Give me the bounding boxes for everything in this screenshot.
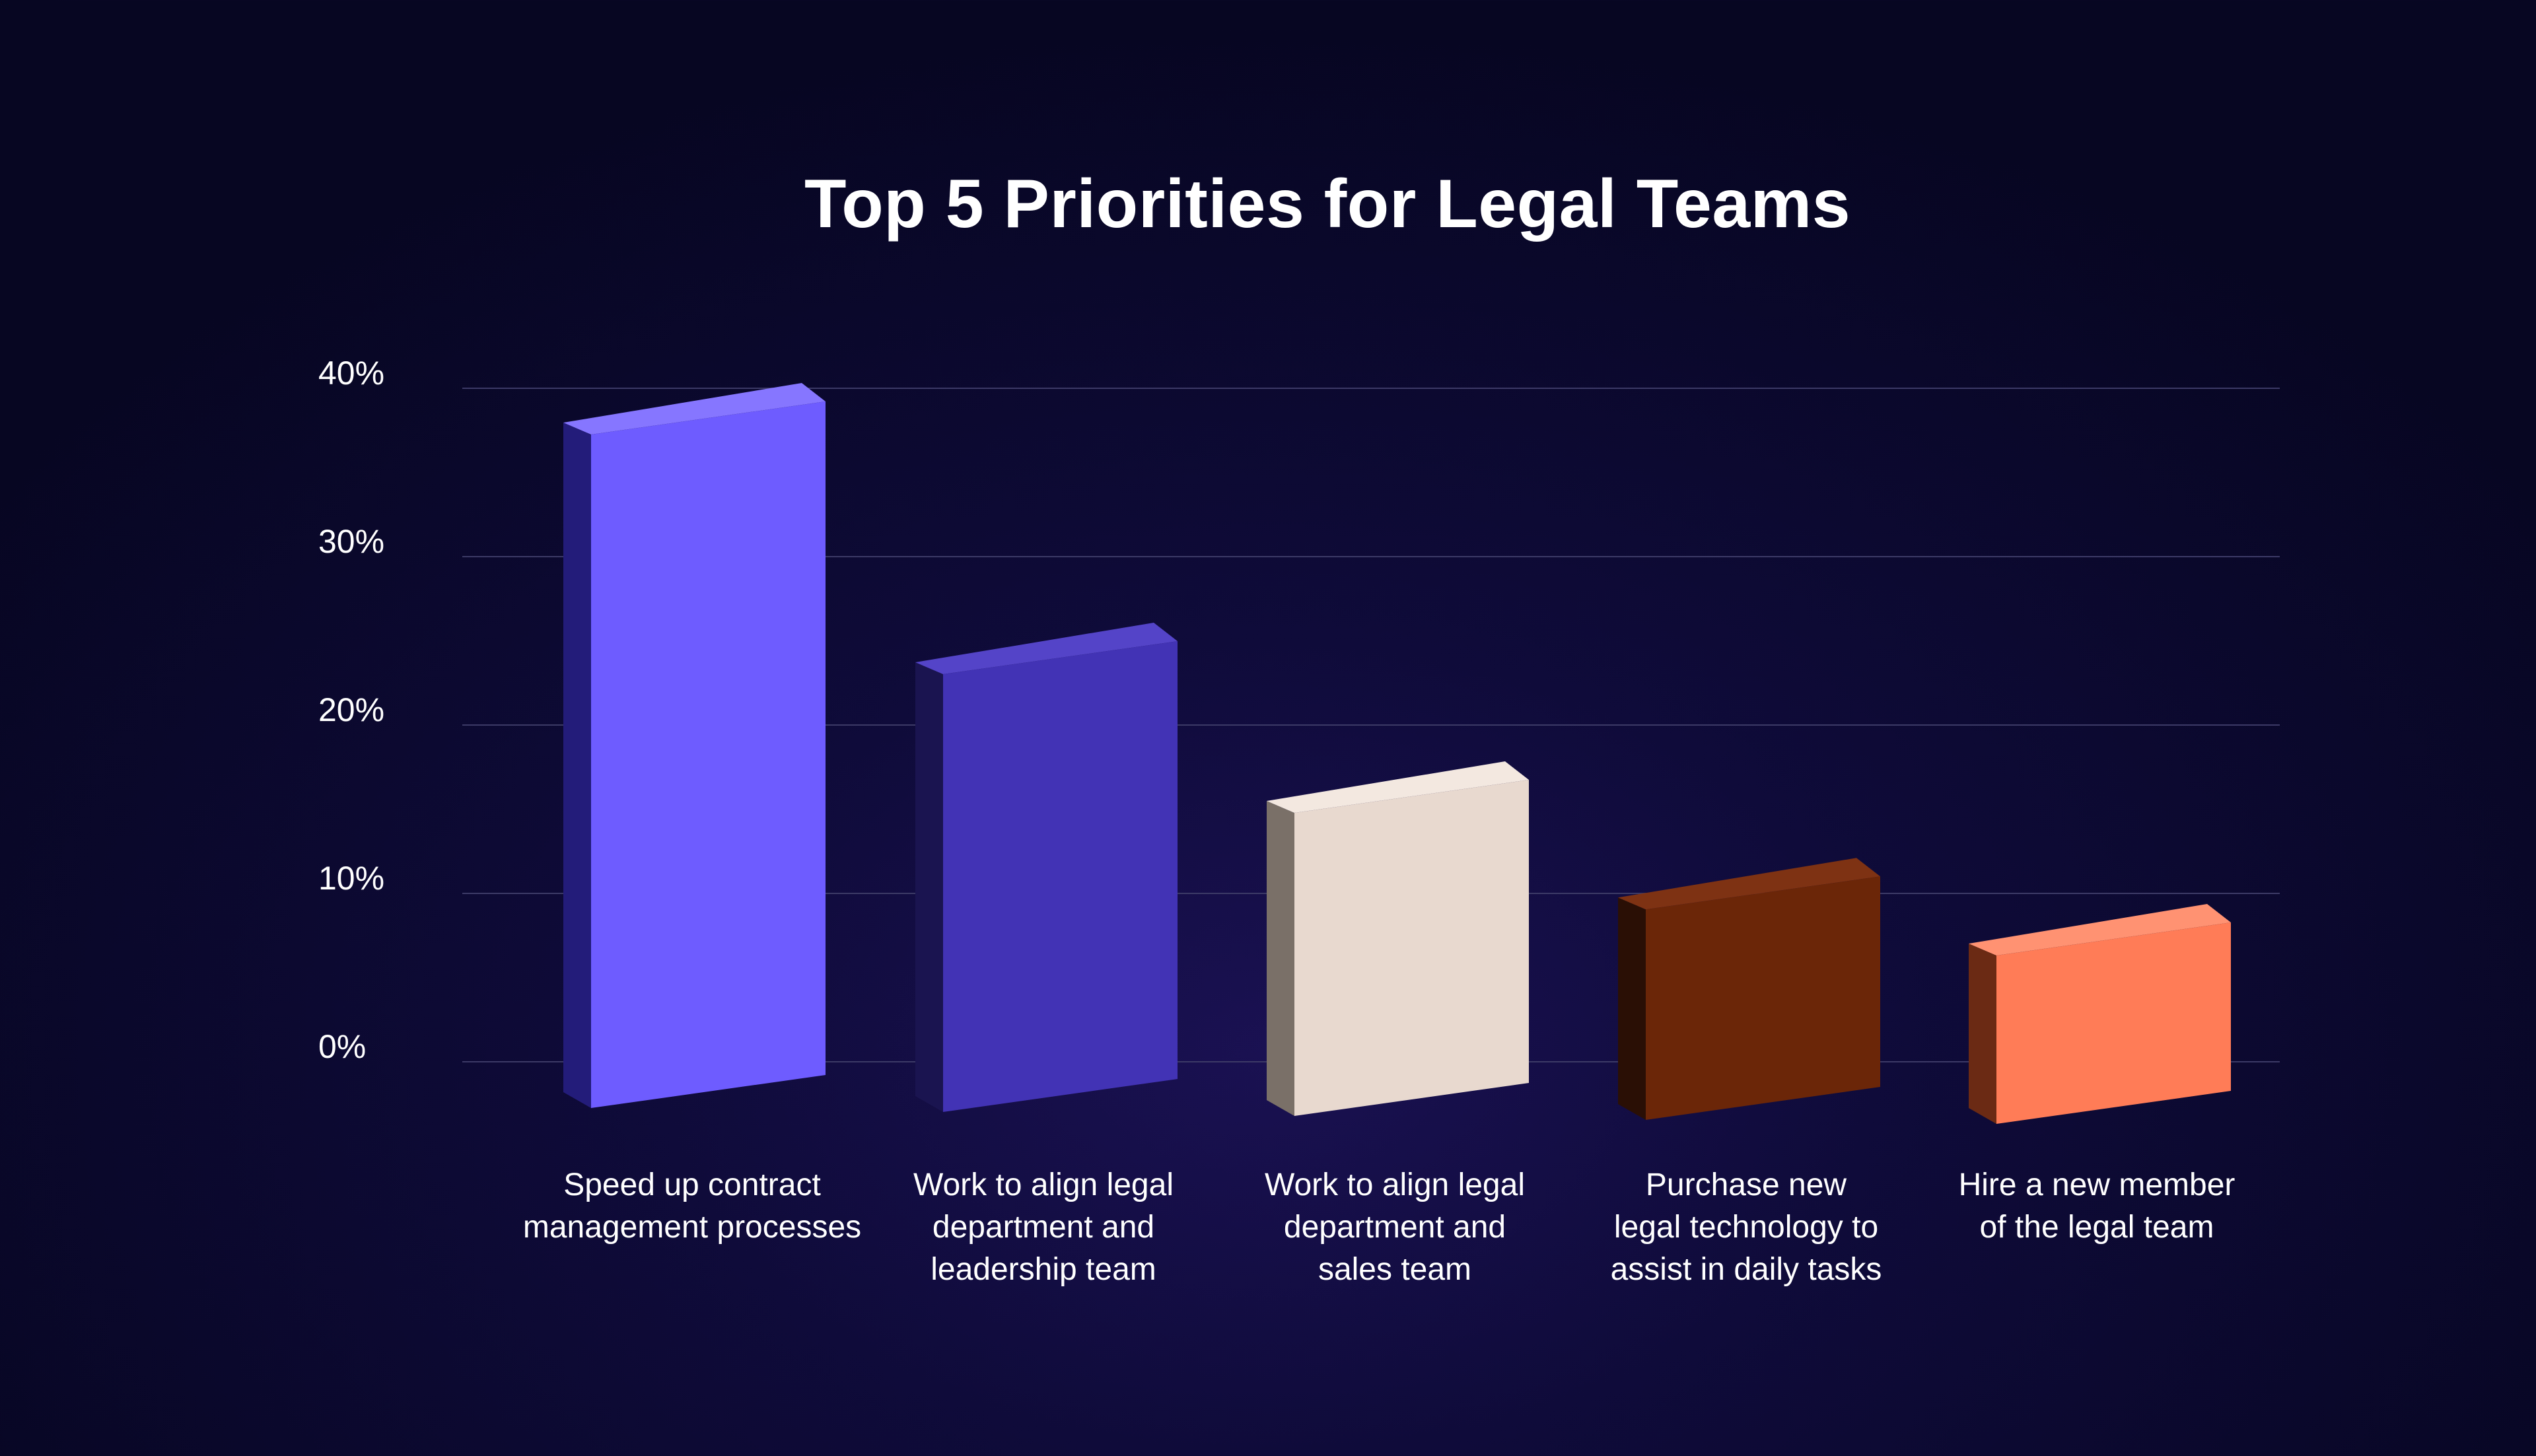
bar-side <box>1267 801 1294 1116</box>
category-label-line: Speed up contract <box>563 1167 821 1202</box>
category-label-line: leadership team <box>931 1252 1156 1287</box>
bar-5 <box>1969 904 2231 1124</box>
bar-front <box>943 641 1178 1112</box>
category-label-line: department and <box>933 1210 1154 1245</box>
y-axis-ticks: 0% 10% 20% 30% 40% <box>318 355 384 1065</box>
bars <box>563 383 2231 1124</box>
category-label: Work to align legal department and sales t… <box>1265 1167 1525 1287</box>
y-tick-label: 10% <box>318 860 384 897</box>
category-label-line: Work to align legal <box>1265 1167 1525 1202</box>
category-label-line: Hire a new member <box>1959 1167 2236 1202</box>
category-label-line: legal technology to <box>1614 1210 1878 1245</box>
bar-top <box>915 623 1178 674</box>
category-label: Purchase new legal technology to assist in… <box>1611 1167 1882 1287</box>
bar-3 <box>1267 761 1529 1116</box>
bar-2 <box>915 623 1178 1112</box>
chart-title: Top 5 Priorities for Legal Teams <box>804 166 1851 242</box>
bar-front <box>1294 780 1529 1116</box>
bar-top <box>1618 858 1880 910</box>
bar-side <box>563 423 591 1108</box>
x-axis-labels: Speed up contract management processes Wor… <box>523 1167 2236 1287</box>
bar-side <box>1618 897 1646 1120</box>
bar-1 <box>563 383 826 1108</box>
category-label-line: of the legal team <box>1980 1210 2214 1245</box>
bar-side <box>1969 944 1996 1124</box>
category-label-line: management processes <box>523 1210 861 1245</box>
bar-top <box>563 383 826 434</box>
category-label-line: Work to align legal <box>913 1167 1174 1202</box>
bar-front <box>1996 922 2231 1124</box>
y-tick-label: 0% <box>318 1028 366 1065</box>
bar-top <box>1267 761 1529 813</box>
y-tick-label: 30% <box>318 523 384 560</box>
y-tick-label: 40% <box>318 355 384 392</box>
bar-side <box>915 662 943 1112</box>
category-label-line: Purchase new <box>1646 1167 1847 1202</box>
bar-front <box>591 401 826 1108</box>
bar-top <box>1969 904 2231 955</box>
category-label-line: department and <box>1284 1210 1506 1245</box>
category-label: Hire a new member of the legal team <box>1959 1167 2236 1245</box>
category-label: Speed up contract management processes <box>523 1167 861 1245</box>
bar-front <box>1646 876 1880 1120</box>
category-label: Work to align legal department and leaders… <box>913 1167 1174 1287</box>
category-label-line: sales team <box>1318 1252 1471 1287</box>
bar-4 <box>1618 858 1880 1120</box>
y-tick-label: 20% <box>318 691 384 728</box>
category-label-line: assist in daily tasks <box>1611 1252 1882 1287</box>
